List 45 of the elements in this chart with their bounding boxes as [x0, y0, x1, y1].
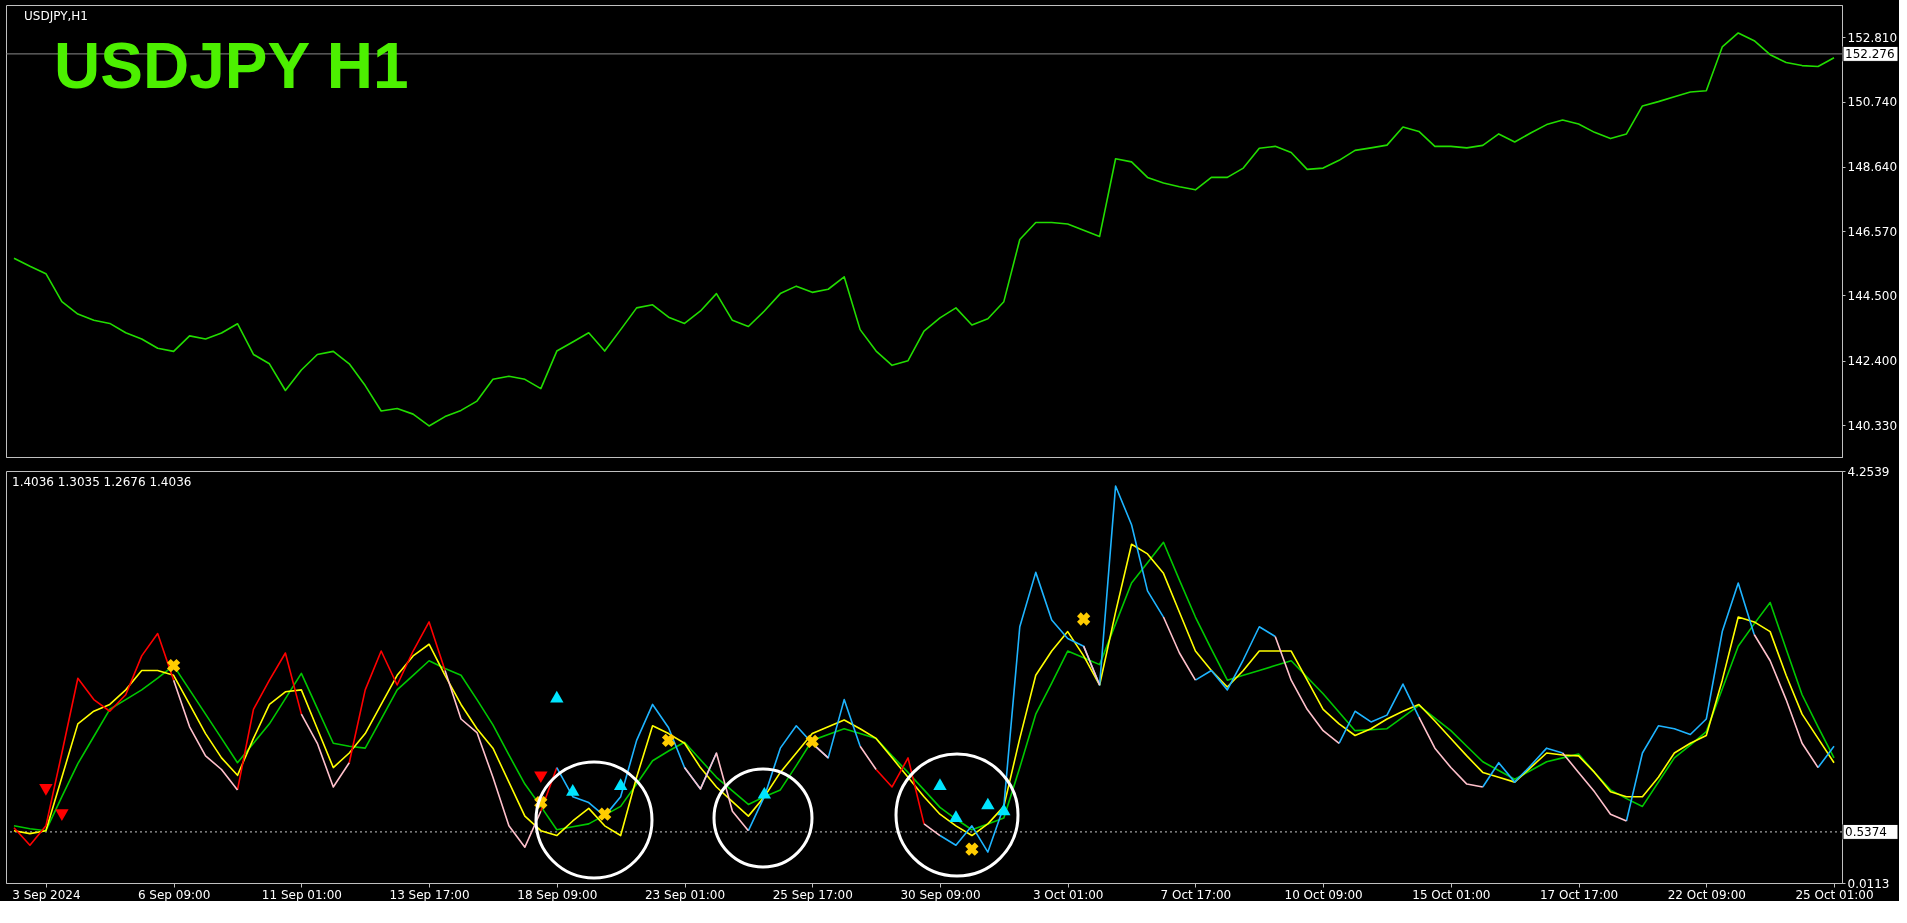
ref-line-label: 0.5374	[1845, 824, 1887, 839]
x-tick-label: 17 Oct 17:00	[1539, 887, 1619, 902]
point	[55, 809, 69, 821]
point	[981, 797, 995, 810]
point	[949, 810, 963, 822]
point	[166, 658, 181, 673]
annotation: 1.4036 1.3035 1.2676 1.4036	[12, 475, 192, 489]
point	[613, 778, 628, 790]
x-tick-label: 7 Oct 17:00	[1160, 887, 1232, 902]
point	[997, 803, 1011, 816]
point	[598, 807, 612, 821]
point	[661, 733, 676, 748]
point	[1077, 612, 1091, 626]
y-tick-label: 4.2539	[1847, 464, 1890, 479]
x-tick-label: 25 Sep 17:00	[772, 887, 853, 902]
x-tick-label: 3 Sep 2024	[12, 887, 81, 902]
point	[805, 734, 819, 748]
point	[965, 842, 979, 856]
x-tick-label: 6 Sep 09:00	[137, 887, 211, 902]
point	[757, 787, 772, 799]
point	[39, 784, 53, 796]
chart-title: USDJPY H1	[54, 30, 409, 102]
x-tick-label: 23 Sep 01:00	[644, 887, 726, 902]
y-tick-label: 148.640	[1847, 160, 1898, 175]
x-tick-label: 30 Sep 09:00	[900, 887, 981, 902]
x-tick-label: 22 Oct 09:00	[1667, 887, 1746, 902]
y-tick-label: 142.400	[1847, 354, 1898, 369]
point	[933, 778, 947, 790]
x-tick-label: 13 Sep 17:00	[389, 887, 470, 902]
x-tick-label: 18 Sep 09:00	[517, 887, 598, 902]
point	[550, 690, 564, 703]
x-tick-label: 3 Oct 01:00	[1032, 887, 1104, 902]
y-tick-label: 144.500	[1847, 288, 1898, 303]
x-tick-label: 11 Sep 01:00	[261, 887, 342, 902]
x-tick-label: 10 Oct 09:00	[1284, 887, 1363, 902]
y-tick-label: 150.740	[1847, 95, 1898, 110]
y-tick-label: 152.810	[1847, 30, 1898, 45]
point	[566, 784, 580, 796]
line-series	[13, 32, 1835, 427]
y-tick-label: 146.570	[1847, 224, 1898, 239]
y-tick-label: 140.330	[1847, 418, 1898, 433]
ref-line-label: 152.276	[1845, 46, 1895, 61]
annotation: USDJPY,H1	[24, 9, 88, 23]
x-tick-label: 15 Oct 01:00	[1412, 887, 1491, 902]
point	[534, 771, 548, 784]
